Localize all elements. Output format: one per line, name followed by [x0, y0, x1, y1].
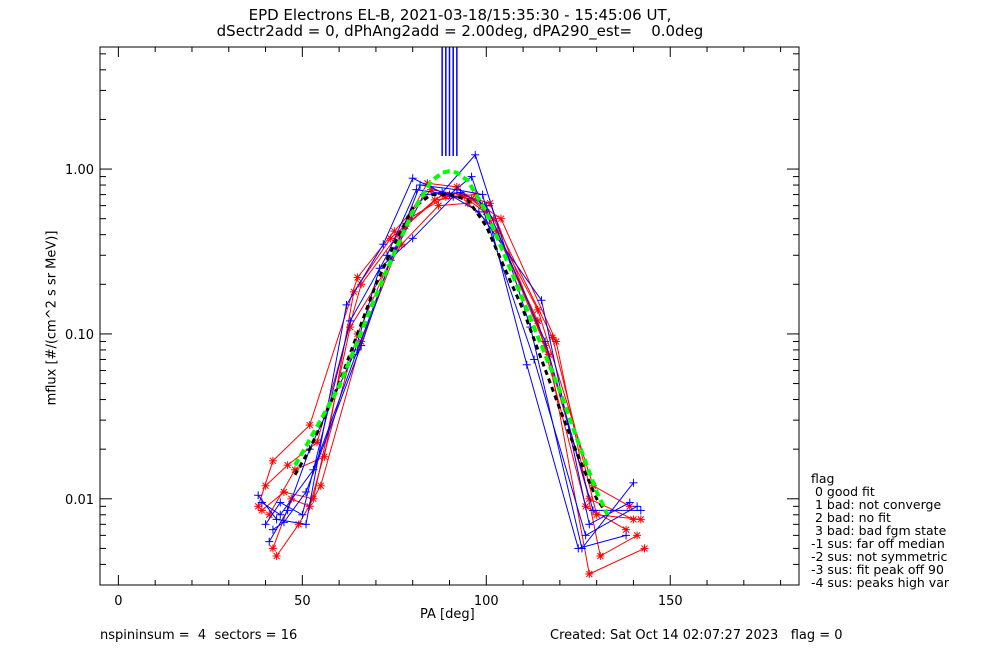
data-point [641, 545, 648, 552]
data-point [258, 507, 266, 514]
data-point [313, 438, 321, 446]
x-tick-label: 100 [474, 594, 499, 609]
x-tick-label: 0 [114, 594, 122, 609]
data-point [431, 196, 439, 204]
data-point [633, 532, 641, 539]
data-point [593, 511, 601, 519]
data-point [269, 457, 277, 465]
legend-item: 0 good fit [811, 484, 875, 499]
data-point [596, 552, 604, 560]
series-line [272, 192, 641, 531]
y-tick-label: 0.01 [65, 493, 94, 508]
series-line [268, 196, 631, 542]
data-point [284, 461, 291, 469]
legend-item: 2 bad: no fit [811, 510, 891, 525]
data-point [637, 516, 645, 523]
data-point [490, 215, 498, 223]
y-tick-label: 1.00 [65, 163, 94, 178]
legend-item: -2 sus: not symmetric [811, 549, 948, 564]
legend-item: 3 bad: bad fgm state [811, 523, 947, 538]
data-point [254, 502, 262, 510]
data-point [398, 240, 406, 248]
data-point [295, 520, 303, 528]
data-point [390, 227, 398, 235]
axes: 0 50 100 150 0.01 0.10 1.00 [65, 47, 799, 609]
data-point [630, 516, 637, 523]
series-line [272, 194, 638, 557]
legend-item: -3 sus: fit peak off 90 [811, 562, 944, 577]
data-point [273, 552, 280, 560]
data-point [317, 482, 325, 490]
series-line [261, 202, 645, 575]
data-point [262, 482, 269, 490]
footer-right: Created: Sat Oct 14 02:07:27 2023 flag =… [550, 628, 843, 643]
data-point [622, 526, 630, 533]
data-point [354, 274, 361, 281]
series-line [265, 175, 638, 537]
series-line [276, 194, 631, 557]
data-point [497, 215, 505, 223]
legend-item: 1 bad: not converge [811, 497, 942, 512]
data-series [254, 150, 649, 578]
data-point [306, 421, 314, 429]
legend-item: -1 sus: far off median [811, 536, 945, 551]
flag-legend: flag 0 good fit 1 bad: not converge 2 ba… [811, 472, 949, 589]
data-point [435, 202, 442, 209]
x-tick-label: 150 [658, 594, 683, 609]
data-point [585, 570, 593, 578]
x-tick-label: 50 [294, 594, 311, 609]
data-point [549, 334, 556, 341]
chart-subtitle: dSectr2add = 0, dPhAng2add = 2.00deg, dP… [216, 22, 704, 40]
fit-curves [293, 169, 610, 516]
data-point [269, 545, 277, 552]
data-point [552, 338, 560, 345]
fit-curve [293, 169, 610, 516]
y-axis-label: mflux [#/(cm^2 s sr MeV)] [44, 230, 60, 406]
footer-left: nspininsum = 4 sectors = 16 [100, 628, 298, 643]
data-point [387, 234, 394, 242]
data-point [291, 466, 299, 474]
data-point [357, 280, 365, 288]
data-point [280, 488, 288, 496]
y-tick-label: 0.10 [65, 328, 94, 343]
data-point [534, 306, 542, 314]
vertical-markers [441, 47, 458, 157]
x-axis-label: PA [deg] [420, 607, 475, 622]
legend-item: -4 sus: peaks high var [811, 575, 950, 590]
chart-title: EPD Electrons EL-B, 2021-03-18/15:35:30 … [248, 6, 672, 24]
legend-title: flag [811, 471, 835, 486]
